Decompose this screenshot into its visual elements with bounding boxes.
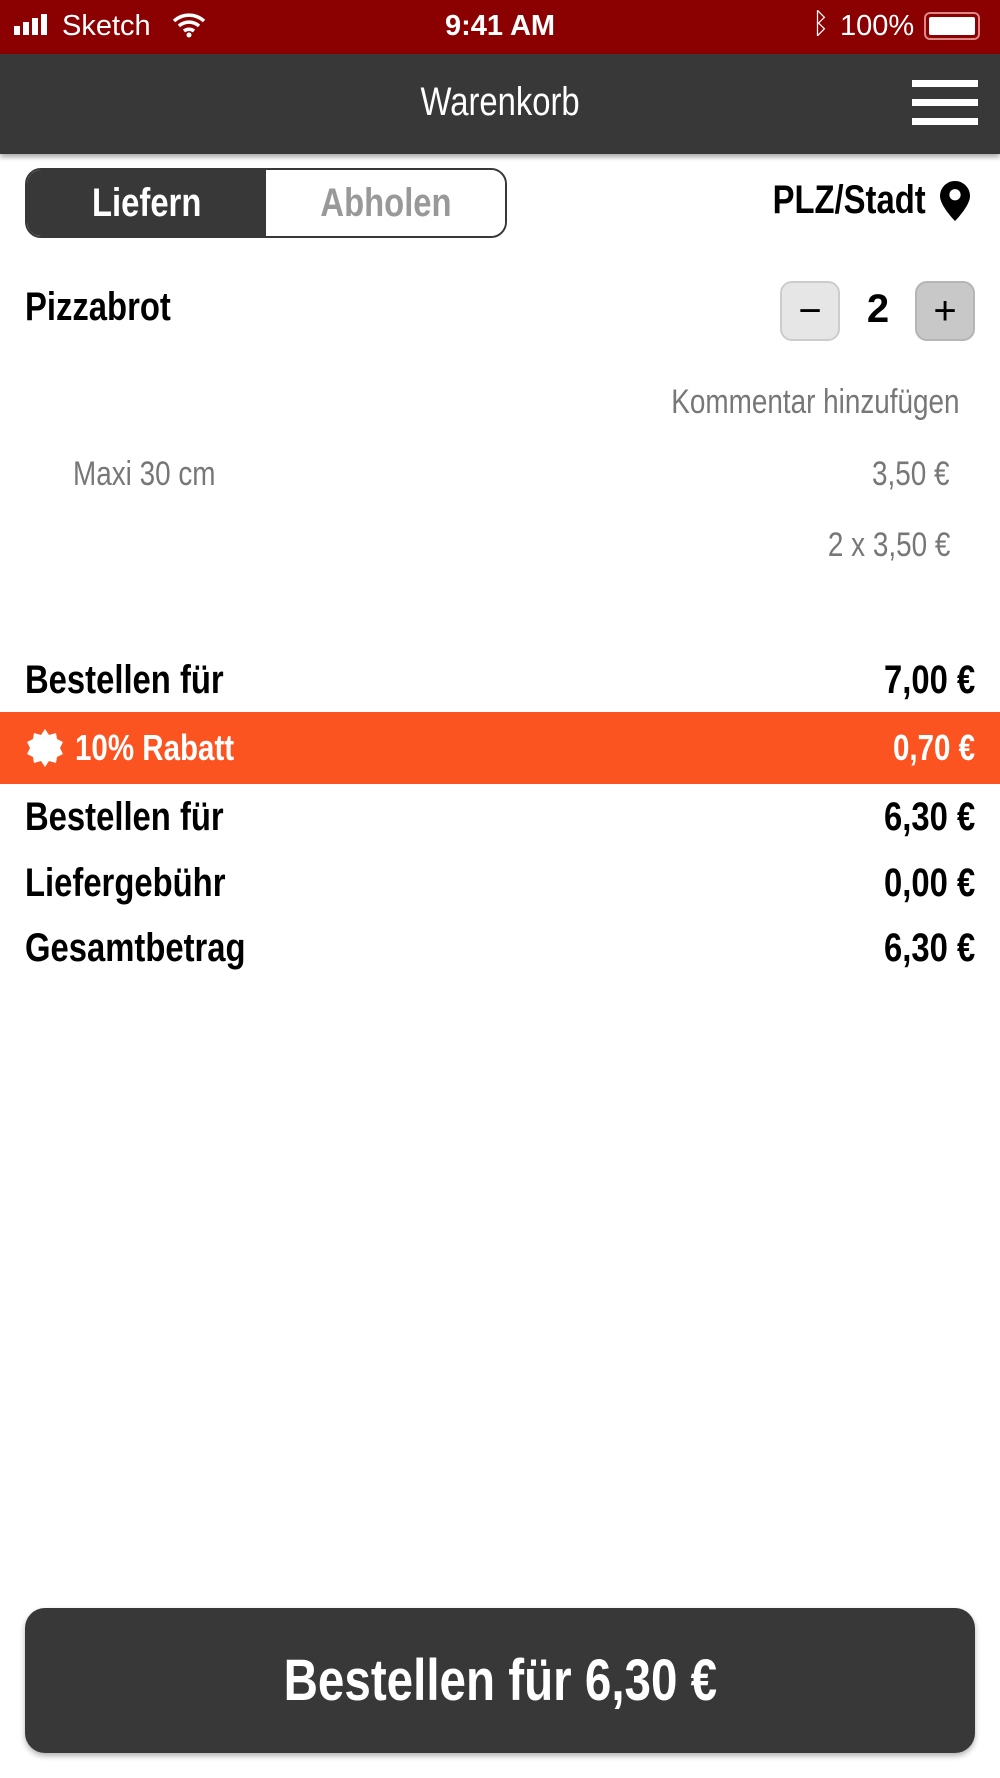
line-total: 2 x 3,50 €	[827, 526, 950, 564]
location-button[interactable]: PLZ/Stadt	[739, 178, 970, 223]
clock: 9:41 AM	[444, 10, 556, 42]
subtotal-row: Bestellen für 7,00 €	[25, 658, 975, 702]
delivery-fee-row: Liefergebühr 0,00 €	[25, 861, 975, 905]
total-row: Gesamtbetrag 6,30 €	[25, 926, 975, 970]
location-label: PLZ/Stadt	[772, 178, 926, 222]
increase-button[interactable]: +	[915, 281, 975, 341]
wifi-icon	[172, 13, 206, 38]
tab-liefern[interactable]: Liefern	[27, 170, 266, 236]
tab-abholen[interactable]: Abholen	[266, 170, 505, 236]
order-button[interactable]: Bestellen für 6,30 €	[25, 1608, 975, 1753]
add-comment-link[interactable]: Kommentar hinzufügen	[671, 383, 960, 421]
carrier: Sketch	[62, 10, 151, 42]
discount-row: 10% Rabatt 0,70 €	[0, 712, 1000, 784]
page-title: Warenkorb	[420, 80, 580, 124]
decrease-button[interactable]: −	[780, 281, 840, 341]
after-discount-row: Bestellen für 6,30 €	[25, 795, 975, 839]
hamburger-icon[interactable]	[912, 80, 978, 126]
signal-icon	[14, 14, 47, 35]
unit-price: 3,50 €	[872, 455, 950, 493]
battery-icon	[924, 12, 980, 40]
status-bar: Sketch 9:41 AM ᛒ 100%	[0, 0, 1000, 54]
delivery-mode-toggle: Liefern Abholen	[25, 168, 507, 238]
badge-icon	[27, 729, 63, 767]
item-variant: Maxi 30 cm	[73, 455, 216, 493]
quantity-value: 2	[866, 287, 890, 331]
item-name: Pizzabrot	[25, 285, 171, 329]
bluetooth-icon: ᛒ	[812, 8, 830, 40]
nav-bar: Warenkorb	[0, 54, 1000, 154]
map-pin-icon	[940, 180, 970, 221]
battery-percent: 100%	[840, 10, 915, 42]
